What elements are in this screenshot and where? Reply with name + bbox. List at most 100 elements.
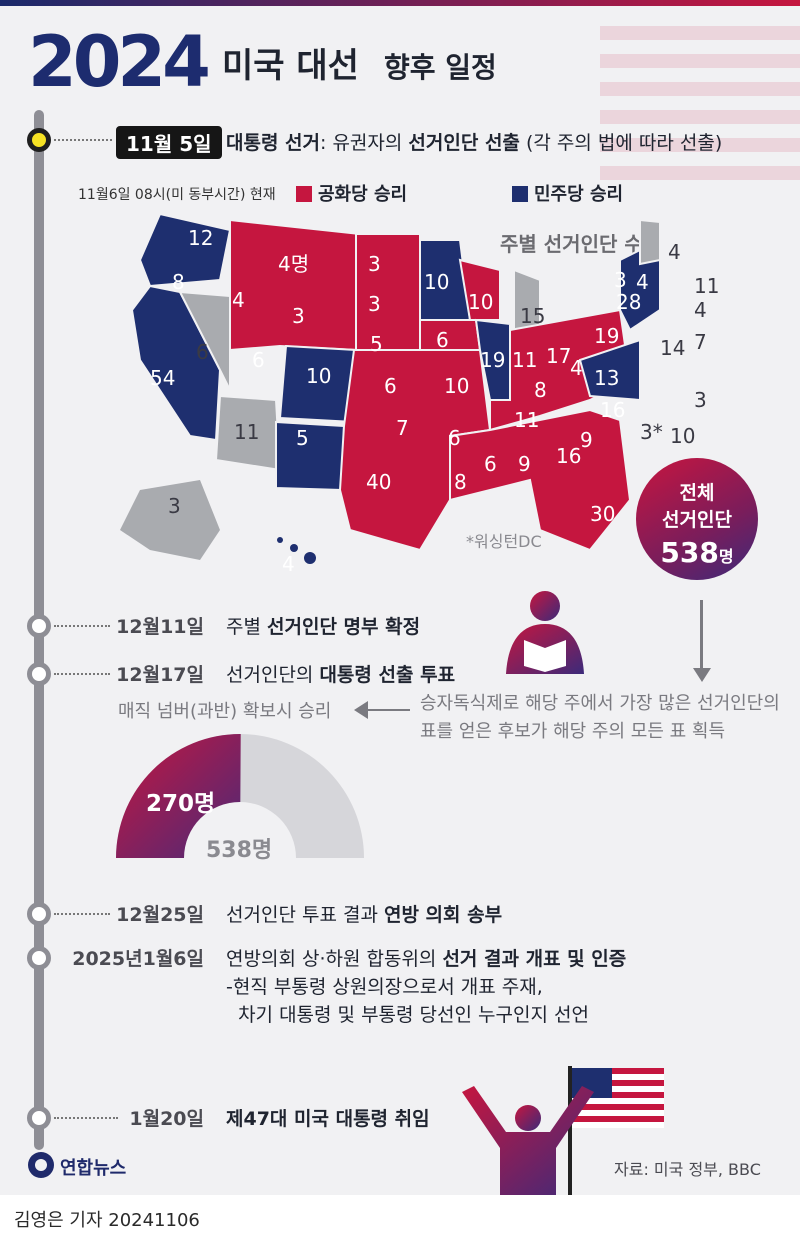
date-jan20: 1월20일 [129, 1108, 204, 1130]
timeline-connector [54, 913, 110, 915]
map-region-south-central-red [338, 349, 492, 552]
event-text: 선거인단 투표 결과 [226, 904, 384, 926]
event-vote: 선거인단의 대통령 선출 투표 [226, 660, 455, 687]
date-jan6: 2025년1월6일 [72, 948, 204, 970]
event-text: 연방 의회 송부 [383, 904, 503, 926]
title-main: 미국 대선 [222, 46, 359, 86]
map-state-ak [120, 480, 220, 560]
timeline-node-current [27, 128, 51, 152]
state-ev-label: 9 [518, 452, 531, 476]
majority-gauge [116, 734, 364, 858]
flag-background-icon [600, 26, 800, 180]
state-ev-label: 54 [150, 366, 176, 390]
state-ev-label: 10 [670, 424, 696, 448]
legend-rep: 공화당 승리 [318, 184, 408, 205]
celebrating-person-icon [462, 1066, 664, 1195]
map-region-southeast-red [449, 408, 632, 552]
event-text: 주별 [226, 616, 267, 638]
state-ev-label: 4 [636, 270, 649, 294]
event-text: 제47대 미국 대통령 취임 [226, 1108, 430, 1130]
map-region-midwest-red [489, 308, 632, 432]
state-ev-label: 3 [368, 252, 381, 276]
dc-note: *워싱턴DC [466, 532, 542, 551]
map-as-of: 11월6일 08시(미 동부시간) 현재 [78, 187, 276, 203]
event-text: (각 주의 법에 따라 선출) [519, 132, 723, 154]
state-ev-label: 3 [168, 494, 181, 518]
state-ev-label: 8 [534, 378, 547, 402]
state-ev-label: 15 [520, 304, 546, 328]
total-line2: 선거인단 [662, 509, 732, 531]
state-ev-label: 6 [252, 348, 265, 372]
map-state-me [639, 218, 660, 266]
event-text: 연방의회 상·하원 합동위의 [226, 948, 443, 970]
timeline-connector [54, 673, 110, 675]
reading-person-icon [506, 591, 584, 674]
state-ev-label: 11 [234, 420, 260, 444]
timeline-node [27, 1106, 51, 1130]
left-arrow-icon [354, 701, 368, 719]
event-inauguration: 제47대 미국 대통령 취임 [226, 1104, 430, 1131]
legend-swatch-rep [296, 186, 312, 202]
date-dec11: 12월11일 [116, 616, 204, 638]
state-ev-label: 4 [232, 288, 245, 312]
state-ev-label: 10 [468, 290, 494, 314]
state-ev-label: 19 [594, 324, 620, 348]
state-ev-label: 10 [306, 364, 332, 388]
gauge-win-arc [116, 734, 241, 858]
state-ev-label: 6 [436, 328, 449, 352]
event-text: : 유권자의 [320, 132, 409, 154]
state-ev-label: 5 [296, 426, 309, 450]
state-ev-label: 4 [668, 240, 681, 264]
map-state-nv [178, 290, 231, 391]
date-nov5: 11월 5일 [116, 126, 222, 159]
state-ev-label: 12 [188, 226, 214, 250]
yonhap-logo-icon [28, 1152, 54, 1178]
timeline-node [27, 662, 51, 686]
date-dec17: 12월17일 [116, 664, 204, 686]
date-dec25: 12월25일 [116, 904, 204, 926]
state-ev-label: 7 [694, 330, 707, 354]
top-accent-bar [0, 0, 800, 6]
map-region-mountain-red [229, 218, 362, 352]
byline: 김영은 기자 20241106 [14, 1210, 200, 1231]
title-sub: 향후 일정 [384, 51, 497, 84]
timeline-node [27, 614, 51, 638]
left-arrow-line [364, 709, 410, 711]
state-ev-label: 17 [546, 344, 572, 368]
yonhap-logo-text: 연합뉴스 [60, 1158, 127, 1179]
magic-number-text: 매직 넘버(과반) 확보시 승리 [118, 701, 332, 722]
map-state-va [578, 338, 641, 402]
event-roster: 주별 선거인단 명부 확정 [226, 612, 420, 639]
legend-dem: 민주당 승리 [534, 184, 624, 205]
state-ev-label: 19 [480, 348, 506, 372]
event-election: 대통령 선거: 유권자의 선거인단 선출 (각 주의 법에 따라 선출) [226, 128, 722, 155]
event-send-congress: 선거인단 투표 결과 연방 의회 송부 [226, 900, 502, 927]
gauge-total-label: 538명 [206, 838, 273, 863]
infographic-card: 2024 미국 대선 향후 일정 11월 5일 대통령 선거: 유권자의 선거인… [0, 0, 800, 1195]
event-certify-detail-1: -현직 부통령 상원의장으로서 개표 주재, [226, 976, 543, 998]
state-ev-label: 3* [640, 420, 663, 444]
state-ev-label: 3 [368, 292, 381, 316]
legend-swatch-dem [512, 186, 528, 202]
state-ev-label: 11 [512, 348, 538, 372]
event-text: 선거인단 명부 확정 [267, 616, 421, 638]
map-region-plains-red [355, 233, 421, 351]
map-state-ia [419, 319, 482, 351]
state-ev-label: 11 [514, 408, 540, 432]
timeline-connector [54, 139, 112, 141]
state-ev-label: 28 [616, 290, 642, 314]
state-ev-label: 4 [694, 298, 707, 322]
total-number: 538 [660, 536, 719, 569]
state-ev-label: 7 [396, 416, 409, 440]
state-ev-label: 30 [590, 502, 616, 526]
map-hawaii [277, 537, 316, 564]
down-arrow-line [700, 600, 703, 670]
timeline-node [27, 946, 51, 970]
map-alaska [120, 480, 220, 560]
state-ev-label: 10 [424, 270, 450, 294]
state-ev-label: 3 [614, 268, 627, 292]
state-ev-label: 6 [384, 374, 397, 398]
event-text: 선거 결과 개표 및 인증 [442, 948, 627, 970]
state-ev-label: 8 [454, 470, 467, 494]
us-map [130, 212, 660, 552]
